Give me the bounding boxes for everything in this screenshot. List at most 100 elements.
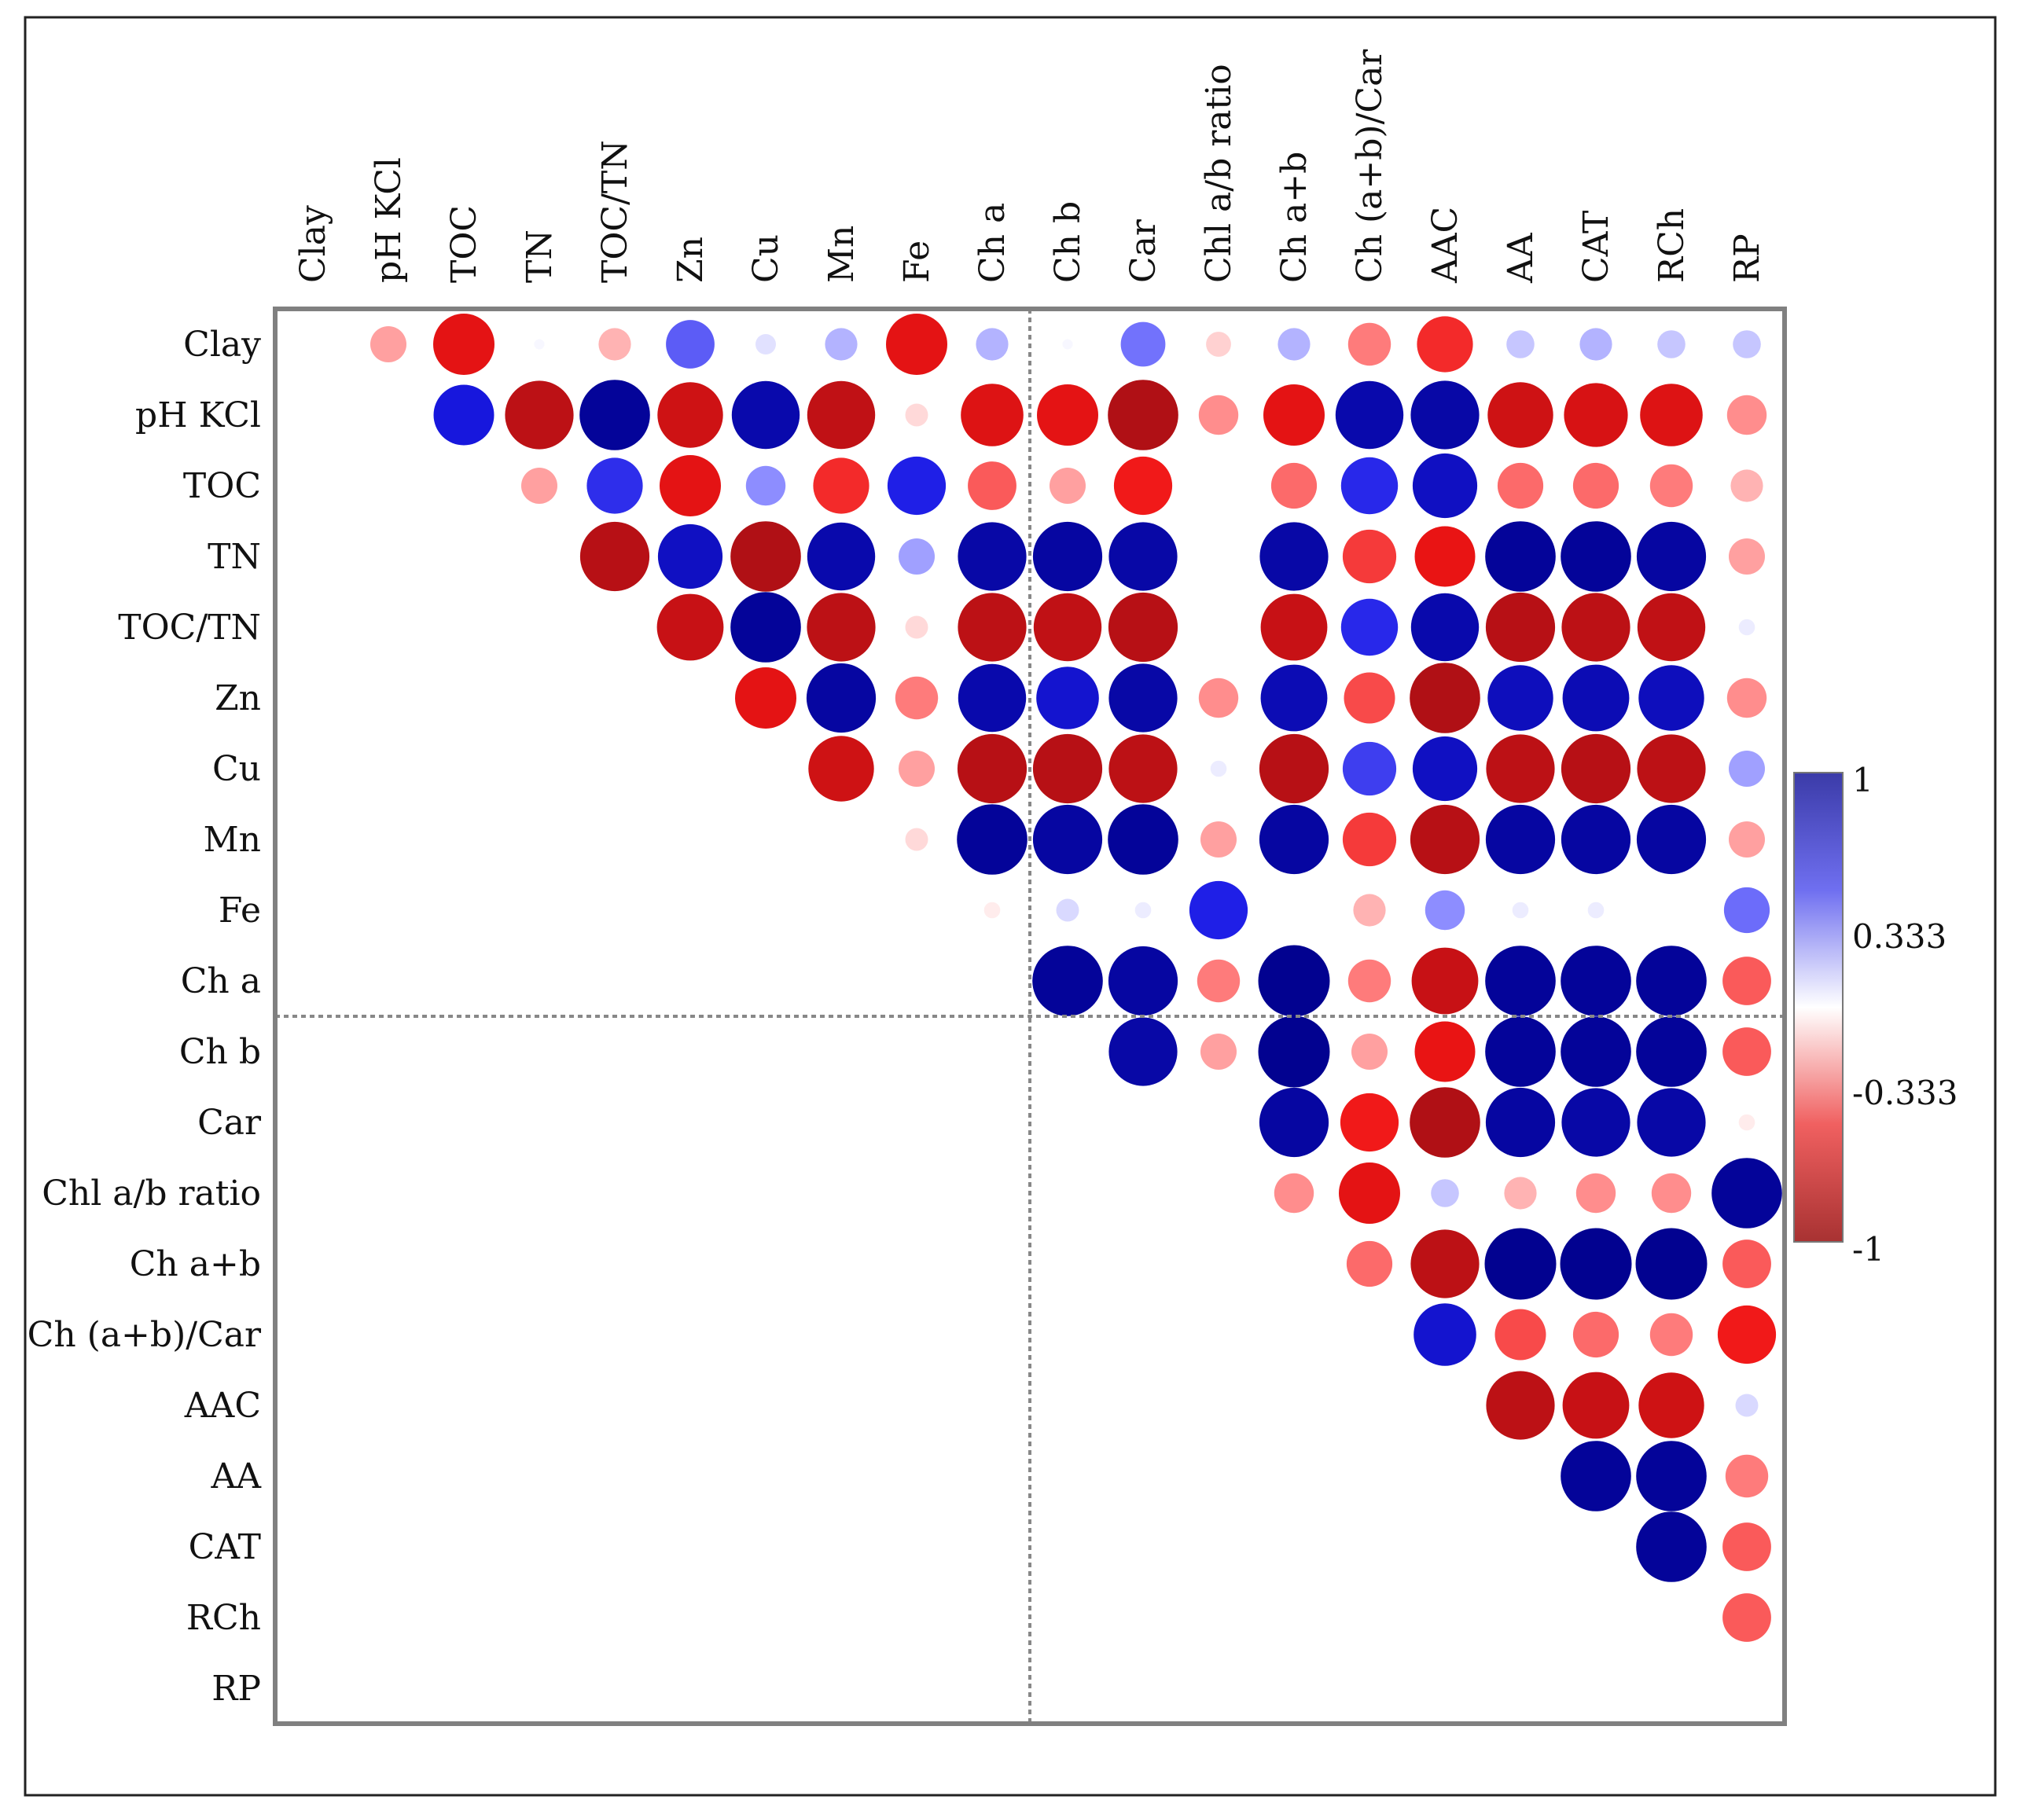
column-label: RCh [1652,208,1692,283]
correlation-circle [808,736,874,802]
correlation-circle [1335,380,1404,450]
correlation-circle [1506,330,1535,358]
correlation-circle [1722,1593,1771,1642]
correlation-circle [1636,1016,1707,1087]
correlation-circle [1270,462,1318,509]
correlation-circle [1497,462,1544,509]
correlation-circle [1344,672,1395,724]
correlation-circle [1342,741,1397,796]
correlation-circle [1560,1228,1632,1300]
column-label: pH KCl [369,157,409,283]
correlation-circle [1410,380,1480,450]
correlation-circle [1259,804,1329,875]
colorbar-tick-label: 1 [1852,761,1873,799]
column-label: Ch (a+b)/Car [1350,49,1390,283]
correlation-circle [1339,1162,1400,1224]
correlation-circle [1564,383,1628,447]
correlation-circle [961,384,1024,446]
correlation-circle [1108,1017,1178,1086]
correlation-circle [1417,316,1473,373]
correlation-circle [1729,538,1765,575]
correlation-circle [813,457,869,514]
correlation-circle [899,538,935,575]
correlation-circle [586,457,643,514]
correlation-circle [1635,1228,1708,1300]
correlation-circle [806,663,877,733]
correlation-circle [1561,1016,1631,1087]
correlation-circle [807,380,876,450]
correlation-circle [1108,734,1178,803]
correlation-circle [1278,328,1311,361]
column-label: CAT [1576,211,1616,283]
correlation-circle [1733,330,1761,358]
correlation-circle [1120,321,1166,367]
correlation-circle [1347,959,1391,1003]
correlation-circle [1108,663,1178,733]
correlation-circle [1485,804,1556,875]
row-label: AAC [184,1386,261,1426]
column-label: Ch b [1048,201,1088,283]
row-label: Fe [219,891,261,931]
correlation-circle [1411,947,1479,1015]
correlation-circle [1198,678,1239,718]
correlation-circle [1561,1441,1631,1511]
row-label: RP [211,1669,261,1709]
correlation-circle [905,615,928,639]
column-label: TOC [444,205,484,283]
correlation-circle [1036,667,1099,729]
correlation-circle [666,320,715,369]
correlation-circle [1579,328,1612,361]
correlation-circle [1037,384,1098,446]
correlation-circle [1410,1087,1480,1158]
correlation-circle [1032,521,1103,592]
correlation-circle [657,382,723,448]
correlation-circle [1346,1240,1393,1287]
row-label: Clay [183,325,261,365]
correlation-circle [905,828,928,851]
correlation-circle [370,326,406,362]
correlation-circle [1189,880,1248,940]
correlation-circle [1032,804,1103,875]
correlation-circle [1486,734,1555,803]
correlation-circles [370,314,1782,1642]
correlation-circle [1108,380,1178,450]
correlation-circle [1056,898,1079,922]
correlation-circle [1342,529,1397,584]
correlation-circle [1637,593,1706,662]
outer-border [24,16,1997,1797]
correlation-circle [1108,592,1178,663]
correlation-circle [1738,619,1755,636]
correlation-circle [1636,1511,1707,1582]
correlation-circle [1274,1173,1314,1214]
correlation-circle [1342,812,1397,867]
correlation-circle [433,384,494,446]
colorbar-tick-label: -1 [1852,1230,1884,1269]
correlation-circle [598,328,631,361]
column-label: Car [1123,219,1164,283]
row-label: AA [210,1456,262,1497]
correlation-circle [1722,1240,1771,1288]
correlation-circle [958,663,1027,733]
correlation-circle [1562,1372,1630,1439]
correlation-circle [1572,462,1619,509]
correlation-circle [1485,946,1556,1016]
correlation-circle [1414,526,1476,587]
correlation-circle [807,522,876,591]
column-label: Mn [822,226,862,283]
correlation-circle [1351,1034,1388,1070]
correlation-circle [656,593,724,661]
row-label: Ch a [181,961,261,1001]
correlation-circle [1587,902,1605,919]
correlation-circle [1637,734,1706,803]
correlation-circle [1410,804,1480,875]
correlation-circle [1637,1088,1706,1157]
correlation-circle [1636,946,1707,1016]
correlation-circle [1484,1228,1557,1300]
column-label: AA [1501,232,1541,284]
correlation-circle [1722,1027,1771,1076]
row-label: TOC/TN [118,608,261,648]
correlation-circle [957,733,1028,804]
colorbar-tick-label: 0.333 [1852,917,1947,956]
correlation-circle [1197,959,1241,1003]
correlation-circle [1651,1173,1692,1214]
